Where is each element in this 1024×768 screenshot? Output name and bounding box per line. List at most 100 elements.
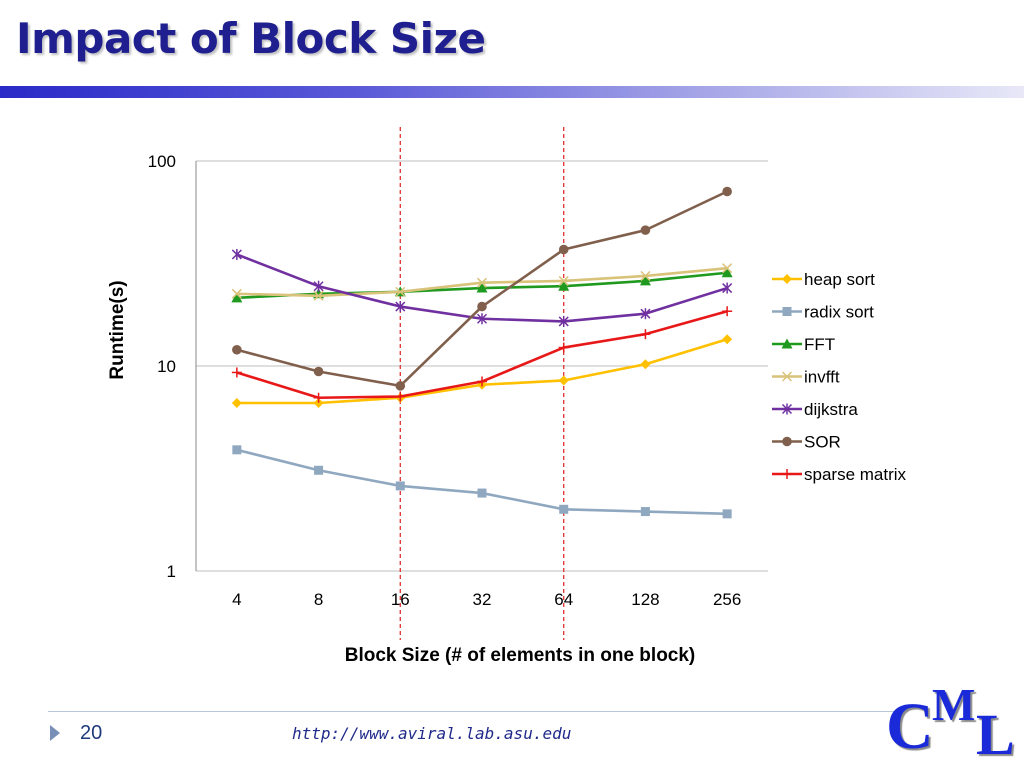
marker-star xyxy=(781,403,793,415)
marker-x xyxy=(781,371,793,382)
x-tick-label: 8 xyxy=(314,590,323,609)
marker-square xyxy=(782,307,792,316)
page-number: 20 xyxy=(80,722,103,744)
marker-star xyxy=(231,248,242,260)
series-invfft xyxy=(231,263,733,301)
legend-label: sparse matrix xyxy=(804,465,907,484)
legend-label: SOR xyxy=(804,433,841,452)
legend: heap sort radix sort FFT invfft dijkstra SOR s… xyxy=(772,270,907,484)
series-line xyxy=(236,338,728,405)
marker-triangle xyxy=(476,282,488,293)
marker-star xyxy=(640,308,651,320)
marker-square xyxy=(722,509,732,519)
marker-plus xyxy=(558,342,569,353)
marker-plus xyxy=(722,306,733,317)
legend-item: FFT xyxy=(772,335,835,354)
marker-star xyxy=(476,313,488,325)
marker-star xyxy=(558,315,569,327)
series-heap-sort xyxy=(231,334,733,408)
marker-x xyxy=(476,277,488,288)
marker-x xyxy=(558,275,569,286)
title-underline-bar xyxy=(0,86,1024,98)
slide-title: Impact of Block Size xyxy=(16,14,486,63)
marker-plus xyxy=(395,391,406,402)
marker-diamond xyxy=(231,397,242,408)
marker-diamond xyxy=(558,375,569,386)
marker-circle xyxy=(313,366,324,377)
series-dijkstra xyxy=(231,248,733,327)
logo-letter-c: C xyxy=(886,690,934,763)
marker-x xyxy=(722,263,733,274)
marker-triangle xyxy=(721,267,733,278)
legend-item: radix sort xyxy=(772,303,874,322)
series-sparse-matrix xyxy=(231,306,733,403)
marker-square xyxy=(395,481,405,491)
x-axis-label: Block Size (# of elements in one block) xyxy=(345,645,696,666)
bullet-arrow-icon xyxy=(50,725,60,741)
marker-diamond xyxy=(722,334,733,345)
y-tick-label: 1 xyxy=(167,562,176,581)
x-tick-label: 128 xyxy=(631,590,659,609)
legend-label: FFT xyxy=(804,335,835,354)
legend-item: heap sort xyxy=(772,270,875,289)
marker-diamond xyxy=(640,359,651,370)
x-tick-label: 4 xyxy=(232,590,241,609)
series-sor xyxy=(232,186,732,391)
marker-x xyxy=(395,286,406,297)
legend-item: dijkstra xyxy=(772,400,858,419)
marker-x xyxy=(231,288,242,299)
x-tick-label: 32 xyxy=(473,590,492,609)
footer-divider xyxy=(48,711,908,712)
marker-plus xyxy=(477,376,487,387)
marker-circle xyxy=(782,436,792,447)
y-tick-label: 100 xyxy=(148,152,176,171)
marker-circle xyxy=(395,381,406,391)
marker-square xyxy=(232,445,242,455)
marker-triangle xyxy=(781,338,793,349)
legend-label: heap sort xyxy=(804,270,875,289)
y-tick-label: 10 xyxy=(157,357,176,376)
marker-circle xyxy=(477,301,487,312)
legend-label: radix sort xyxy=(804,303,874,322)
series-fft xyxy=(231,267,733,303)
legend-item: sparse matrix xyxy=(772,465,907,484)
series-layer xyxy=(231,186,733,519)
legend-label: invfft xyxy=(804,368,840,387)
marker-star xyxy=(722,282,733,294)
marker-plus xyxy=(231,367,242,378)
marker-star xyxy=(395,301,406,313)
marker-circle xyxy=(232,344,242,355)
cml-logo: C M L xyxy=(880,676,1024,768)
marker-square xyxy=(640,507,650,517)
y-axis-label: Runtime(s) xyxy=(107,280,128,379)
marker-square xyxy=(477,488,487,498)
legend-label: dijkstra xyxy=(804,400,858,419)
marker-plus xyxy=(640,329,651,340)
marker-square xyxy=(314,465,324,475)
reference-lines-layer xyxy=(399,127,565,640)
marker-triangle xyxy=(558,280,570,291)
marker-triangle xyxy=(231,292,243,303)
marker-plus xyxy=(782,469,792,479)
marker-x xyxy=(640,270,651,281)
marker-square xyxy=(559,504,569,514)
logo-letter-m: M xyxy=(932,679,976,730)
grid-layer xyxy=(196,160,768,572)
marker-triangle xyxy=(639,275,651,286)
marker-circle xyxy=(722,186,732,197)
marker-circle xyxy=(558,244,569,255)
marker-diamond xyxy=(782,274,792,284)
series-radix-sort xyxy=(232,445,732,519)
series-line xyxy=(236,448,728,516)
marker-diamond xyxy=(313,397,324,408)
marker-x xyxy=(313,290,324,301)
footer-url-link[interactable]: http://www.aviral.lab.asu.edu xyxy=(292,724,572,743)
legend-item: SOR xyxy=(772,433,841,452)
marker-star xyxy=(313,280,324,292)
x-tick-label: 256 xyxy=(713,590,741,609)
legend-item: invfft xyxy=(772,368,840,387)
marker-circle xyxy=(640,225,651,235)
marker-plus xyxy=(313,392,324,403)
